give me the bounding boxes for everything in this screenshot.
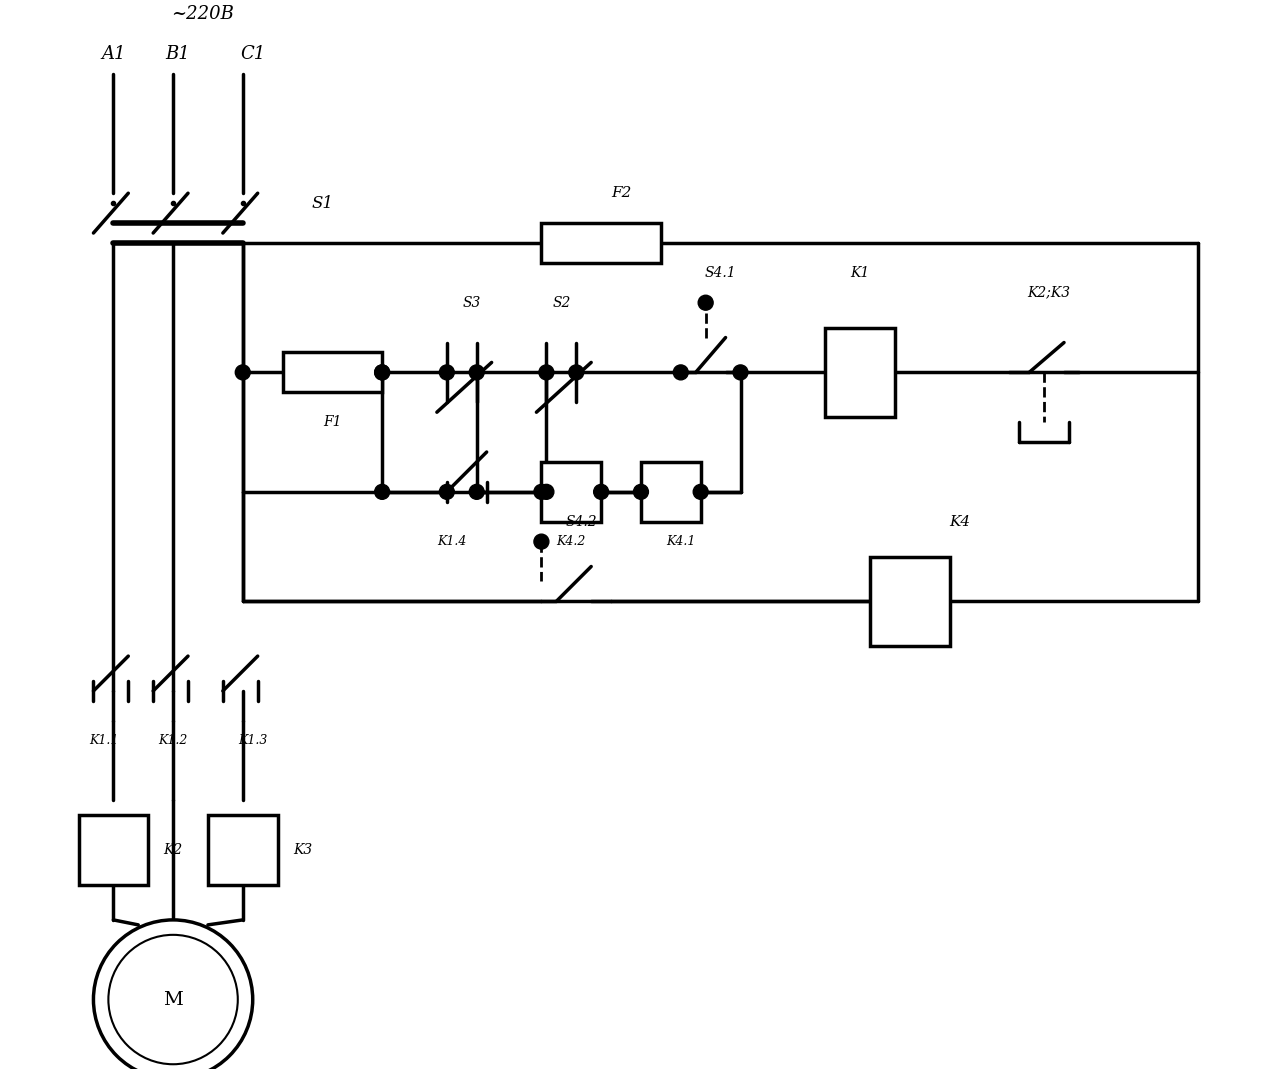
Bar — [870, 556, 949, 646]
Circle shape — [733, 364, 748, 379]
Text: K4: K4 — [949, 515, 970, 528]
Text: S4.2: S4.2 — [565, 515, 597, 528]
Text: K1: K1 — [851, 266, 870, 280]
Text: A1: A1 — [101, 45, 126, 63]
Circle shape — [375, 364, 390, 379]
Circle shape — [593, 485, 608, 500]
Circle shape — [534, 485, 549, 500]
Circle shape — [534, 534, 549, 549]
Text: B1: B1 — [165, 45, 191, 63]
Text: F1: F1 — [323, 415, 342, 429]
Text: K4.2: K4.2 — [557, 535, 586, 548]
Text: K1.4: K1.4 — [437, 535, 467, 548]
Text: ~220B: ~220B — [172, 5, 235, 23]
Text: S1: S1 — [312, 195, 333, 211]
Circle shape — [375, 485, 390, 500]
Circle shape — [569, 364, 584, 379]
Circle shape — [109, 935, 237, 1064]
Text: S3: S3 — [463, 296, 481, 310]
Bar — [641, 462, 700, 522]
Text: S4.1: S4.1 — [704, 266, 737, 280]
Bar — [208, 816, 278, 885]
Text: M: M — [163, 991, 183, 1009]
Circle shape — [539, 364, 554, 379]
Text: K2;K3: K2;K3 — [1027, 286, 1070, 300]
Circle shape — [235, 364, 250, 379]
Circle shape — [439, 364, 454, 379]
Circle shape — [375, 364, 390, 379]
Text: S2: S2 — [553, 296, 570, 310]
Circle shape — [634, 485, 649, 500]
Text: K4.1: K4.1 — [666, 535, 695, 548]
Bar — [541, 462, 601, 522]
Circle shape — [693, 485, 708, 500]
Circle shape — [439, 485, 454, 500]
Circle shape — [674, 364, 688, 379]
Text: F2: F2 — [611, 187, 631, 200]
Circle shape — [469, 364, 485, 379]
Bar — [283, 353, 382, 392]
Text: K3: K3 — [293, 844, 312, 858]
Circle shape — [698, 295, 713, 310]
Circle shape — [469, 485, 485, 500]
Text: K1.2: K1.2 — [159, 734, 188, 747]
Bar — [541, 223, 661, 263]
Circle shape — [93, 920, 252, 1072]
Bar — [78, 816, 148, 885]
Bar — [825, 328, 895, 417]
Text: K1.1: K1.1 — [88, 734, 119, 747]
Text: K2: K2 — [164, 844, 183, 858]
Circle shape — [539, 485, 554, 500]
Text: C1: C1 — [240, 45, 265, 63]
Text: K1.3: K1.3 — [239, 734, 268, 747]
